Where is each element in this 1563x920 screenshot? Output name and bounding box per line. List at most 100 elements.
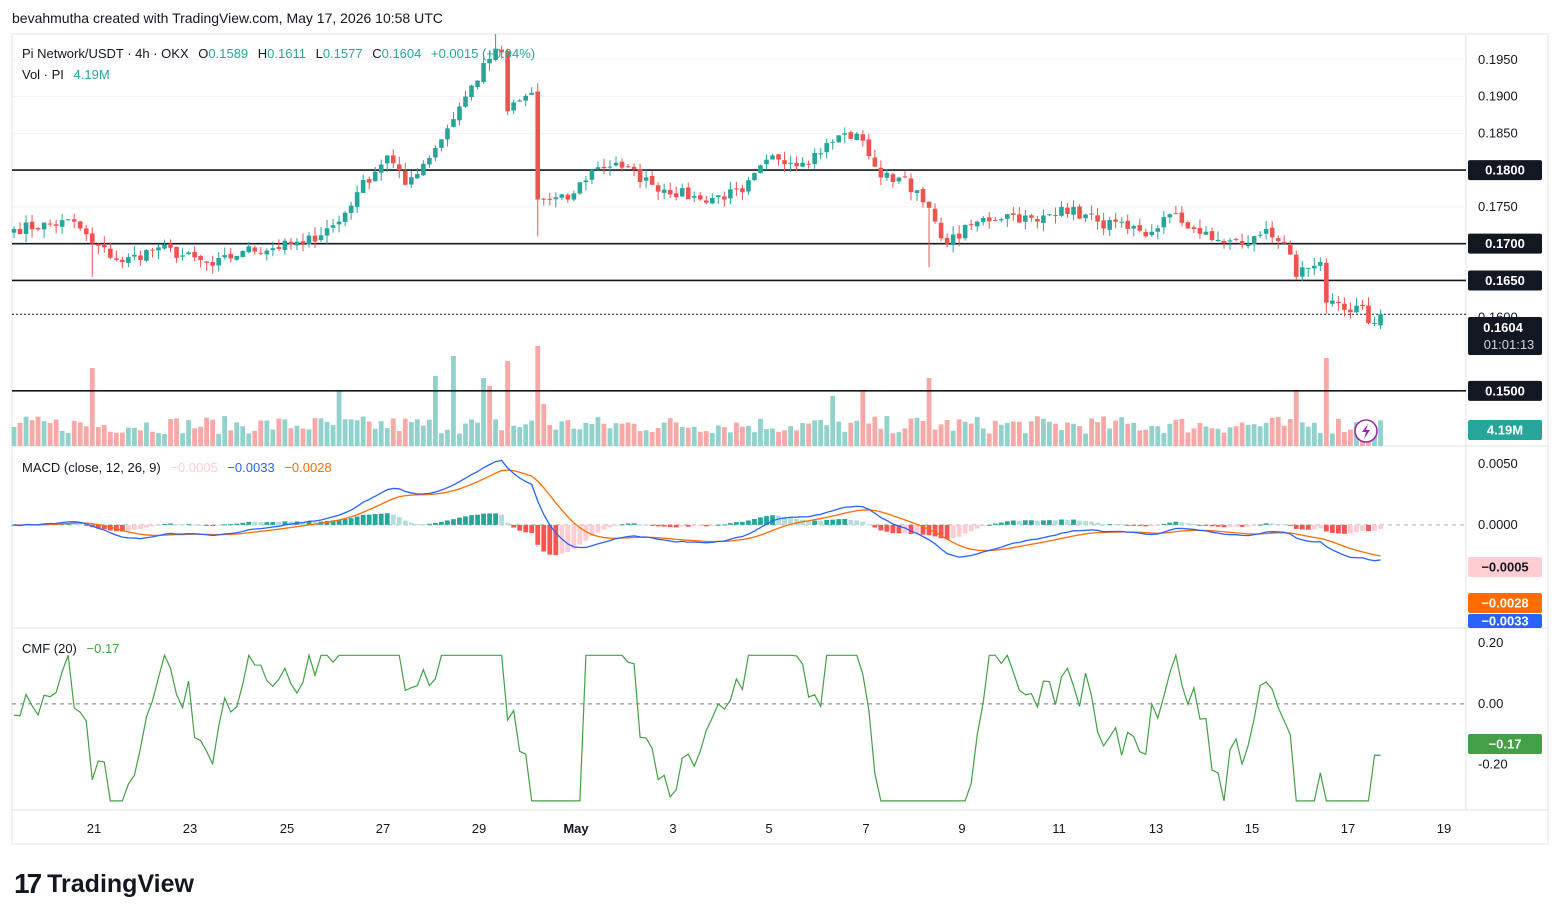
volume-bar bbox=[1053, 423, 1058, 446]
candle-body bbox=[138, 255, 143, 260]
cmf-badge: −0.17 bbox=[1489, 737, 1522, 752]
macd-histogram-bar bbox=[1354, 524, 1359, 533]
candle-body bbox=[806, 163, 811, 165]
macd-histogram-bar bbox=[1071, 519, 1076, 525]
candle-body bbox=[469, 85, 474, 98]
candle-body bbox=[716, 195, 721, 198]
cmf-line bbox=[13, 652, 1381, 802]
candle-body bbox=[1348, 309, 1353, 313]
volume-bar bbox=[956, 419, 962, 446]
candle-body bbox=[216, 257, 221, 266]
macd-histogram-bar bbox=[896, 524, 902, 534]
candle-body bbox=[475, 80, 480, 88]
volume-bar bbox=[258, 420, 264, 446]
volume-bar bbox=[1227, 427, 1233, 446]
volume-bar bbox=[270, 429, 276, 446]
volume-bar bbox=[162, 433, 167, 446]
legend-line-1: Pi Network/USDT · 4h · OKX O0.1589 H0.16… bbox=[22, 46, 535, 61]
macd-histogram-bar bbox=[812, 520, 818, 525]
volume-bar bbox=[782, 430, 787, 446]
candle-body bbox=[637, 169, 643, 183]
macd-histogram-bar bbox=[1161, 523, 1167, 525]
candle-body bbox=[788, 162, 793, 164]
candle-body bbox=[517, 100, 522, 102]
macd-histogram-bar bbox=[119, 524, 125, 532]
macd-histogram-bar bbox=[661, 524, 667, 527]
macd-histogram-bar bbox=[583, 524, 589, 541]
macd-histogram-bar bbox=[643, 524, 649, 526]
candle-body bbox=[830, 141, 836, 143]
macd-histogram-bar bbox=[101, 524, 107, 530]
macd-histogram-bar bbox=[258, 522, 264, 525]
candle-body bbox=[17, 228, 23, 235]
candle-body bbox=[415, 174, 420, 179]
candle-body bbox=[342, 212, 348, 222]
candle-body bbox=[41, 222, 47, 230]
candle-body bbox=[312, 235, 318, 242]
volume-bar bbox=[1041, 418, 1046, 446]
time-tick-label: 29 bbox=[472, 821, 486, 836]
macd-histogram-bar bbox=[1035, 520, 1040, 525]
candle-body bbox=[1197, 227, 1203, 234]
level-badge-bg bbox=[1468, 233, 1542, 254]
macd-histogram-bar bbox=[493, 513, 498, 525]
volume-bar bbox=[204, 417, 210, 446]
macd-histogram-bar bbox=[968, 524, 974, 532]
volume-bar bbox=[890, 433, 896, 446]
macd-histogram-bar bbox=[1299, 524, 1305, 530]
level-badge: 0.1500 bbox=[1485, 383, 1525, 398]
candle-body bbox=[782, 160, 787, 165]
macd-histogram-bar bbox=[956, 524, 962, 537]
candle-body bbox=[1149, 231, 1155, 236]
macd-histogram-bar bbox=[360, 514, 366, 525]
macd-histogram-bar bbox=[1095, 522, 1100, 525]
candle-body bbox=[95, 244, 101, 246]
volume-bar bbox=[144, 422, 149, 446]
volume-bar bbox=[71, 420, 77, 446]
candle-body bbox=[1191, 227, 1197, 229]
macd-histogram-bar bbox=[601, 524, 607, 530]
volume-bar bbox=[83, 426, 89, 446]
macd-histogram-bar bbox=[637, 524, 643, 526]
candle-body bbox=[764, 159, 769, 165]
macd-histogram-bar bbox=[156, 524, 161, 526]
macd-histogram-bar bbox=[180, 524, 185, 526]
candle-body bbox=[992, 220, 998, 222]
volume-bar bbox=[1197, 422, 1203, 446]
volume-bar bbox=[866, 423, 872, 446]
candle-body bbox=[679, 188, 685, 197]
tradingview-mark-icon: 17 bbox=[14, 868, 42, 899]
macd-histogram-bar bbox=[1004, 521, 1010, 525]
candle-body bbox=[854, 133, 860, 140]
candle-body bbox=[589, 170, 595, 180]
tradingview-logo[interactable]: 17 TradingView bbox=[14, 868, 194, 900]
cmf-tick-label: -0.20 bbox=[1478, 757, 1508, 772]
candle-body bbox=[884, 172, 890, 178]
macd-histogram-bar bbox=[1041, 520, 1046, 525]
volume-bar bbox=[125, 427, 131, 446]
candle-body bbox=[114, 258, 119, 260]
macd-histogram-bar bbox=[348, 518, 354, 525]
macd-histogram-bar bbox=[740, 521, 745, 525]
candle-body bbox=[150, 249, 155, 251]
candle-body bbox=[384, 155, 390, 164]
lightning-alert-icon[interactable] bbox=[1354, 419, 1378, 443]
macd-histogram-bar bbox=[1378, 524, 1383, 529]
macd-histogram-bar bbox=[264, 522, 270, 525]
candle-body bbox=[643, 177, 649, 181]
macd-histogram-bar bbox=[872, 524, 878, 528]
candle-body bbox=[1035, 218, 1040, 222]
macd-histogram-bar bbox=[1275, 523, 1281, 525]
volume-bar bbox=[1143, 429, 1149, 446]
volume-bar bbox=[740, 426, 745, 446]
volume-bar bbox=[451, 356, 456, 446]
candle-body bbox=[1059, 206, 1064, 216]
candle-body bbox=[740, 188, 745, 193]
candle-body bbox=[710, 197, 715, 204]
volume-bar bbox=[1269, 417, 1275, 446]
volume-bar bbox=[1167, 423, 1173, 446]
candle-body bbox=[866, 139, 872, 157]
macd-histogram-bar bbox=[553, 524, 559, 556]
candle-body bbox=[59, 220, 65, 227]
